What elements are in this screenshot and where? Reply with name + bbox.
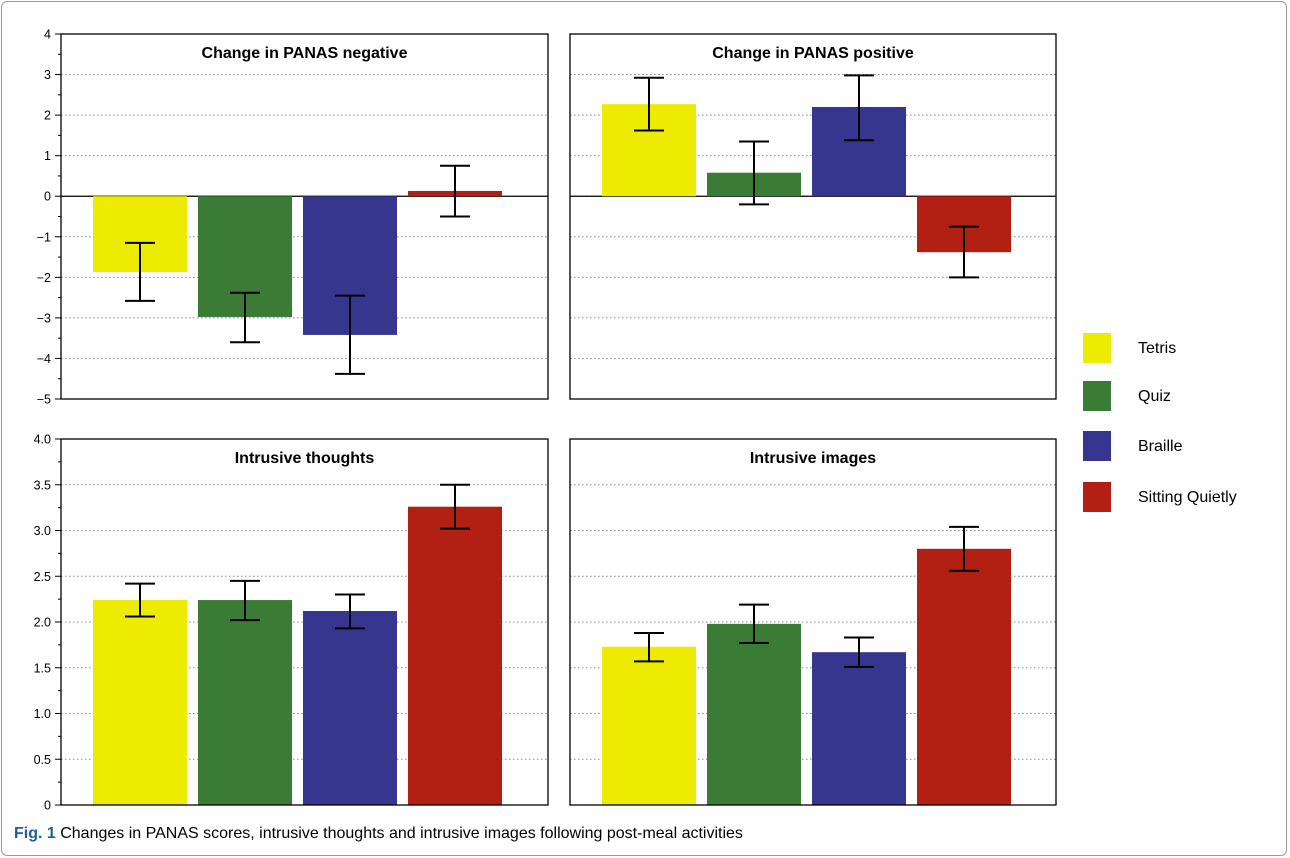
bar-tetris [93, 600, 187, 805]
legend-label: Sitting Quietly [1138, 489, 1237, 506]
y-tick-label: −5 [37, 393, 51, 407]
bar-quiz [198, 600, 292, 805]
y-tick-label: 3.0 [34, 524, 51, 538]
y-tick-label: 4 [44, 28, 51, 42]
chart-panel-2: Change in PANAS positive [569, 33, 1057, 400]
bar-tetris [602, 646, 696, 805]
bar-braille [812, 652, 906, 805]
y-tick-label: −4 [37, 352, 51, 366]
legend-swatch-quiz [1083, 381, 1111, 411]
panel-title: Intrusive thoughts [235, 450, 375, 467]
legend-swatch-tetris [1083, 333, 1111, 363]
chart-panel-1: Change in PANAS negative 4 3 2 1 0 −1 −2 −3 −4 −5 [37, 28, 549, 407]
panel-border [569, 33, 1057, 400]
y-tick-label: 0 [44, 190, 51, 204]
panel-title: Intrusive images [750, 450, 876, 467]
y-tick-label: 1.0 [34, 707, 51, 721]
y-tick-label: −1 [37, 230, 51, 244]
panel-title: Change in PANAS negative [202, 45, 408, 62]
y-tick-label: 2 [44, 109, 51, 123]
y-tick-label: −2 [37, 271, 51, 285]
y-tick-label: 3 [44, 68, 51, 82]
bar-quiz [707, 623, 801, 805]
legend-label: Quiz [1138, 388, 1171, 405]
bar-braille [303, 611, 397, 805]
panel-title: Change in PANAS positive [712, 45, 914, 62]
figure-caption-text: Changes in PANAS scores, intrusive thoug… [55, 825, 743, 842]
y-tick-label: 2.5 [34, 570, 51, 584]
y-tick-label: −3 [37, 311, 51, 325]
chart-panel-4: Intrusive images [569, 438, 1057, 806]
y-tick-label: 3.5 [34, 478, 51, 492]
y-tick-label: 4.0 [34, 433, 51, 447]
bar-sitting-quietly [917, 548, 1011, 805]
legend-label: Braille [1138, 438, 1183, 455]
legend-label: Tetris [1138, 340, 1176, 357]
y-tick-label: 0 [44, 799, 51, 813]
legend-swatch-braille [1083, 431, 1111, 461]
y-tick-label: 1.5 [34, 661, 51, 675]
chart-panel-3: Intrusive thoughts 4.0 3.5 3.0 2.5 2.0 1.5 1.0 0… [34, 433, 549, 813]
panel-border [569, 438, 1057, 806]
figure-label: Fig. 1 [14, 825, 56, 842]
y-tick-label: 1 [44, 149, 51, 163]
bar-sitting-quietly [408, 506, 502, 805]
y-tick-label: 0.5 [34, 753, 51, 767]
legend: Tetris Quiz Braille Sitting Quietly [1083, 333, 1237, 512]
y-tick-label: 2.0 [34, 616, 51, 630]
legend-swatch-sitting-quietly [1083, 482, 1111, 512]
figure-caption: Fig. 1 Changes in PANAS scores, intrusiv… [14, 825, 743, 843]
